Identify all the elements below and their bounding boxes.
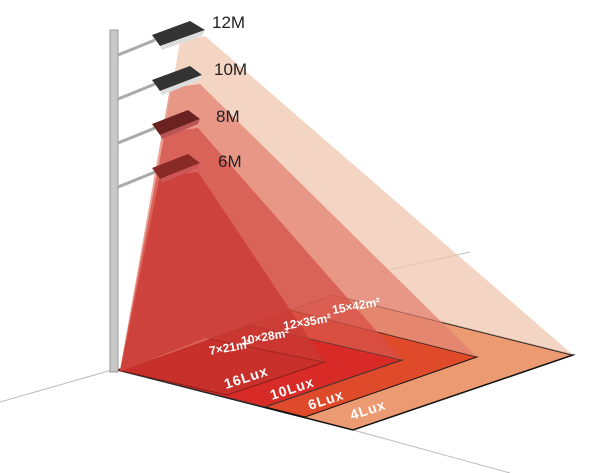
height-label-12m: 12M xyxy=(212,13,245,32)
height-label-8m: 8M xyxy=(216,107,240,126)
lamp-8m xyxy=(152,110,200,139)
height-label-10m: 10M xyxy=(214,60,247,79)
lamp-6m xyxy=(152,154,200,183)
pole xyxy=(109,29,119,373)
height-label-6m: 6M xyxy=(218,152,242,171)
lamp-10m xyxy=(152,66,202,95)
cone-6m xyxy=(120,172,325,372)
pole-arms xyxy=(117,38,156,189)
lamp-12m xyxy=(152,21,205,50)
